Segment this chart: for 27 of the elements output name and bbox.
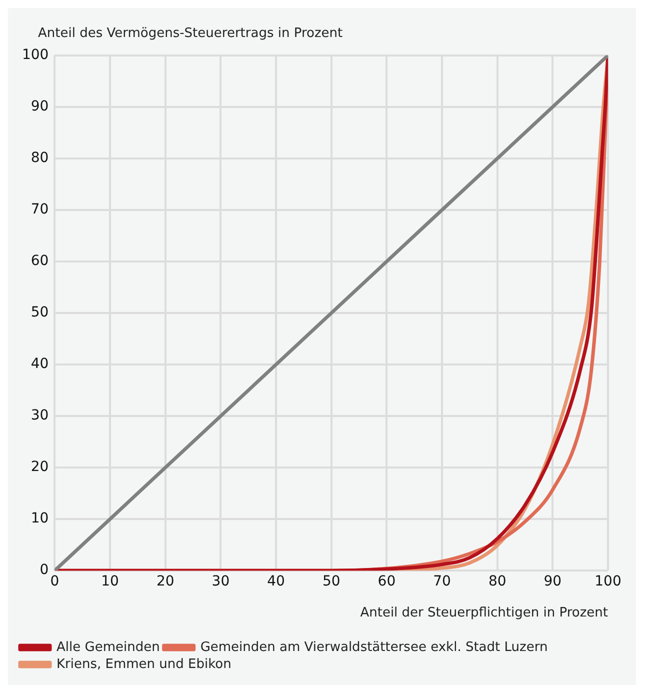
legend-label: Kriens, Emmen und Ebikon (56, 656, 232, 672)
y-tick-label: 90 (30, 98, 49, 115)
x-tick-label: 40 (267, 574, 285, 590)
x-tick-label: 80 (488, 574, 506, 590)
x-tick-label: 100 (594, 574, 622, 590)
x-tick-label: 20 (156, 574, 174, 590)
x-tick-label: 90 (544, 574, 562, 590)
x-tick-label: 0 (50, 574, 60, 590)
y-tick-label: 100 (22, 47, 49, 64)
y-tick-label: 80 (30, 150, 49, 166)
x-tick-label: 30 (212, 574, 230, 590)
legend-label: Gemeinden am Vierwaldstättersee exkl. Stadt Luzern (200, 640, 548, 655)
y-tick-label: 20 (30, 459, 49, 476)
legend-label: Alle Gemeinden (56, 640, 160, 655)
y-tick-label: 70 (30, 202, 49, 218)
x-tick-label: 70 (433, 574, 451, 590)
y-tick-label: 50 (30, 304, 49, 321)
y-tick-label: 60 (30, 253, 49, 270)
y-tick-label: 10 (30, 510, 49, 527)
x-tick-label: 50 (322, 574, 340, 590)
x-tick-label: 10 (101, 574, 119, 590)
x-tick-label: 60 (378, 574, 396, 590)
y-tick-label: 0 (40, 562, 49, 578)
y-tick-label: 30 (30, 408, 49, 424)
y-axis-title: Anteil des Vermögens-Steuerertrags in Prozent (38, 26, 344, 41)
y-tick-label: 40 (30, 356, 49, 372)
x-axis-title: Anteil der Steuerpflichtigen in Prozent (360, 606, 608, 621)
